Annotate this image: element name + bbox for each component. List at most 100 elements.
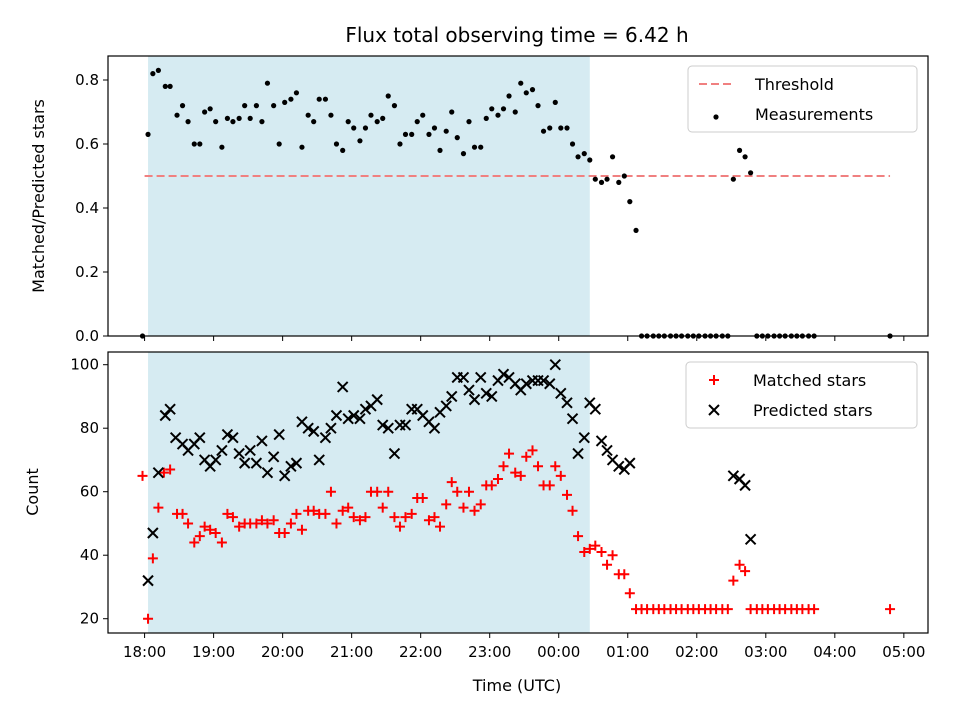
measurement-point [616, 179, 622, 185]
matched-star-point [596, 547, 607, 558]
matched-star-point [143, 613, 154, 624]
predicted-star-point [142, 574, 154, 587]
measurement-point [293, 90, 300, 96]
observing-window-shade [148, 56, 590, 336]
matched-star-point [147, 553, 158, 564]
predicted-star-point [589, 403, 602, 415]
measurement-point [730, 176, 736, 182]
legend-measurement-swatch [713, 114, 719, 120]
measurement-point [259, 119, 265, 125]
matched-star-point [463, 486, 474, 497]
predicted-star-point [555, 387, 567, 399]
predicted-star-point [250, 457, 263, 469]
matched-star-point [158, 467, 169, 478]
predicted-star-point [727, 470, 740, 482]
measurement-point [224, 115, 231, 121]
y-tick-label: 80 [80, 419, 99, 437]
matched-star-point [372, 486, 383, 497]
predicted-star-point [267, 451, 280, 463]
predicted-star-point [549, 358, 561, 371]
matched-star-point [320, 508, 331, 519]
count-y-axis-label: Count [23, 468, 42, 516]
matched-star-point [498, 461, 509, 472]
x-tick-label: 22:00 [399, 643, 442, 661]
measurement-point [174, 112, 180, 118]
predicted-star-point [278, 470, 291, 482]
predicted-star-point [744, 533, 757, 546]
x-tick-label: 23:00 [468, 643, 511, 661]
measurement-point [271, 103, 277, 109]
measurement-point [397, 141, 403, 147]
measurement-point [236, 115, 242, 121]
predicted-star-point [221, 428, 234, 441]
predicted-star-point [578, 432, 590, 444]
predicted-star-point [537, 374, 550, 387]
matched-star-point [486, 480, 497, 491]
predicted-star-point [359, 403, 372, 415]
predicted-star-point [336, 381, 349, 393]
matched-star-point [406, 508, 417, 519]
predicted-star-point [388, 447, 401, 460]
predicted-star-point [601, 444, 613, 457]
measurement-point [575, 154, 581, 160]
matched-star-point [291, 508, 302, 519]
predicted-star-point [561, 397, 573, 409]
predicted-star-point [261, 466, 274, 479]
measurement-point [621, 173, 627, 179]
measurement-point [466, 119, 472, 125]
predicted-star-point [440, 400, 452, 412]
predicted-star-point [457, 371, 470, 384]
matched-star-point [279, 527, 290, 538]
frame-layer [107, 55, 929, 634]
matched-star-point [199, 521, 210, 532]
matched-star-point [510, 467, 521, 478]
matched-star-point [400, 512, 411, 523]
matched-star-point [325, 486, 336, 497]
predicted-star-point [194, 432, 206, 444]
predicted-star-point [480, 387, 492, 399]
x-tick-label: 00:00 [537, 643, 580, 661]
measurement-point [276, 141, 282, 147]
measurement-point [478, 144, 484, 150]
measurement-point [288, 96, 294, 102]
measurement-point [328, 112, 334, 118]
measurement-point [197, 141, 203, 147]
legend-box [687, 65, 918, 133]
matched-star-point [452, 486, 463, 497]
matched-star-point [446, 477, 457, 488]
y-tick-label: 0.0 [75, 327, 99, 345]
measurement-point [483, 115, 489, 121]
predicted-star-point [544, 378, 556, 390]
matched-star-point [722, 604, 733, 615]
matched-star-point [475, 499, 486, 510]
measurement-point [340, 147, 346, 153]
predicted-star-point [233, 447, 245, 460]
ratio-y-axis-label: Matched/Predicted stars [29, 99, 48, 293]
matched-star-point [734, 559, 745, 570]
measurement-point [581, 151, 587, 157]
measurement-point [311, 119, 317, 125]
predicted-star-point [244, 444, 256, 457]
predicted-star-point [348, 409, 360, 422]
measurement-point [362, 125, 369, 131]
y-tick-label: 0.8 [75, 71, 99, 89]
x-tick-label: 04:00 [813, 643, 856, 661]
predicted-star-point [307, 425, 320, 438]
matched-star-point [216, 537, 227, 548]
matched-star-point [417, 493, 428, 504]
measurement-point [162, 83, 168, 89]
predicted-star-point [313, 454, 325, 466]
matched-star-point [602, 559, 613, 570]
matched-star-point [573, 531, 584, 542]
measurement-point [179, 103, 186, 109]
predicted-star-point [238, 457, 251, 469]
measurement-point [535, 103, 541, 109]
matched-star-point [227, 512, 238, 523]
measurement-point [368, 112, 374, 118]
measurement-point [219, 144, 225, 150]
predicted-star-point [428, 422, 441, 434]
predicted-star-point [319, 432, 332, 444]
measurement-point [454, 135, 460, 141]
predicted-star-point [342, 412, 354, 425]
measurement-point [213, 119, 219, 125]
